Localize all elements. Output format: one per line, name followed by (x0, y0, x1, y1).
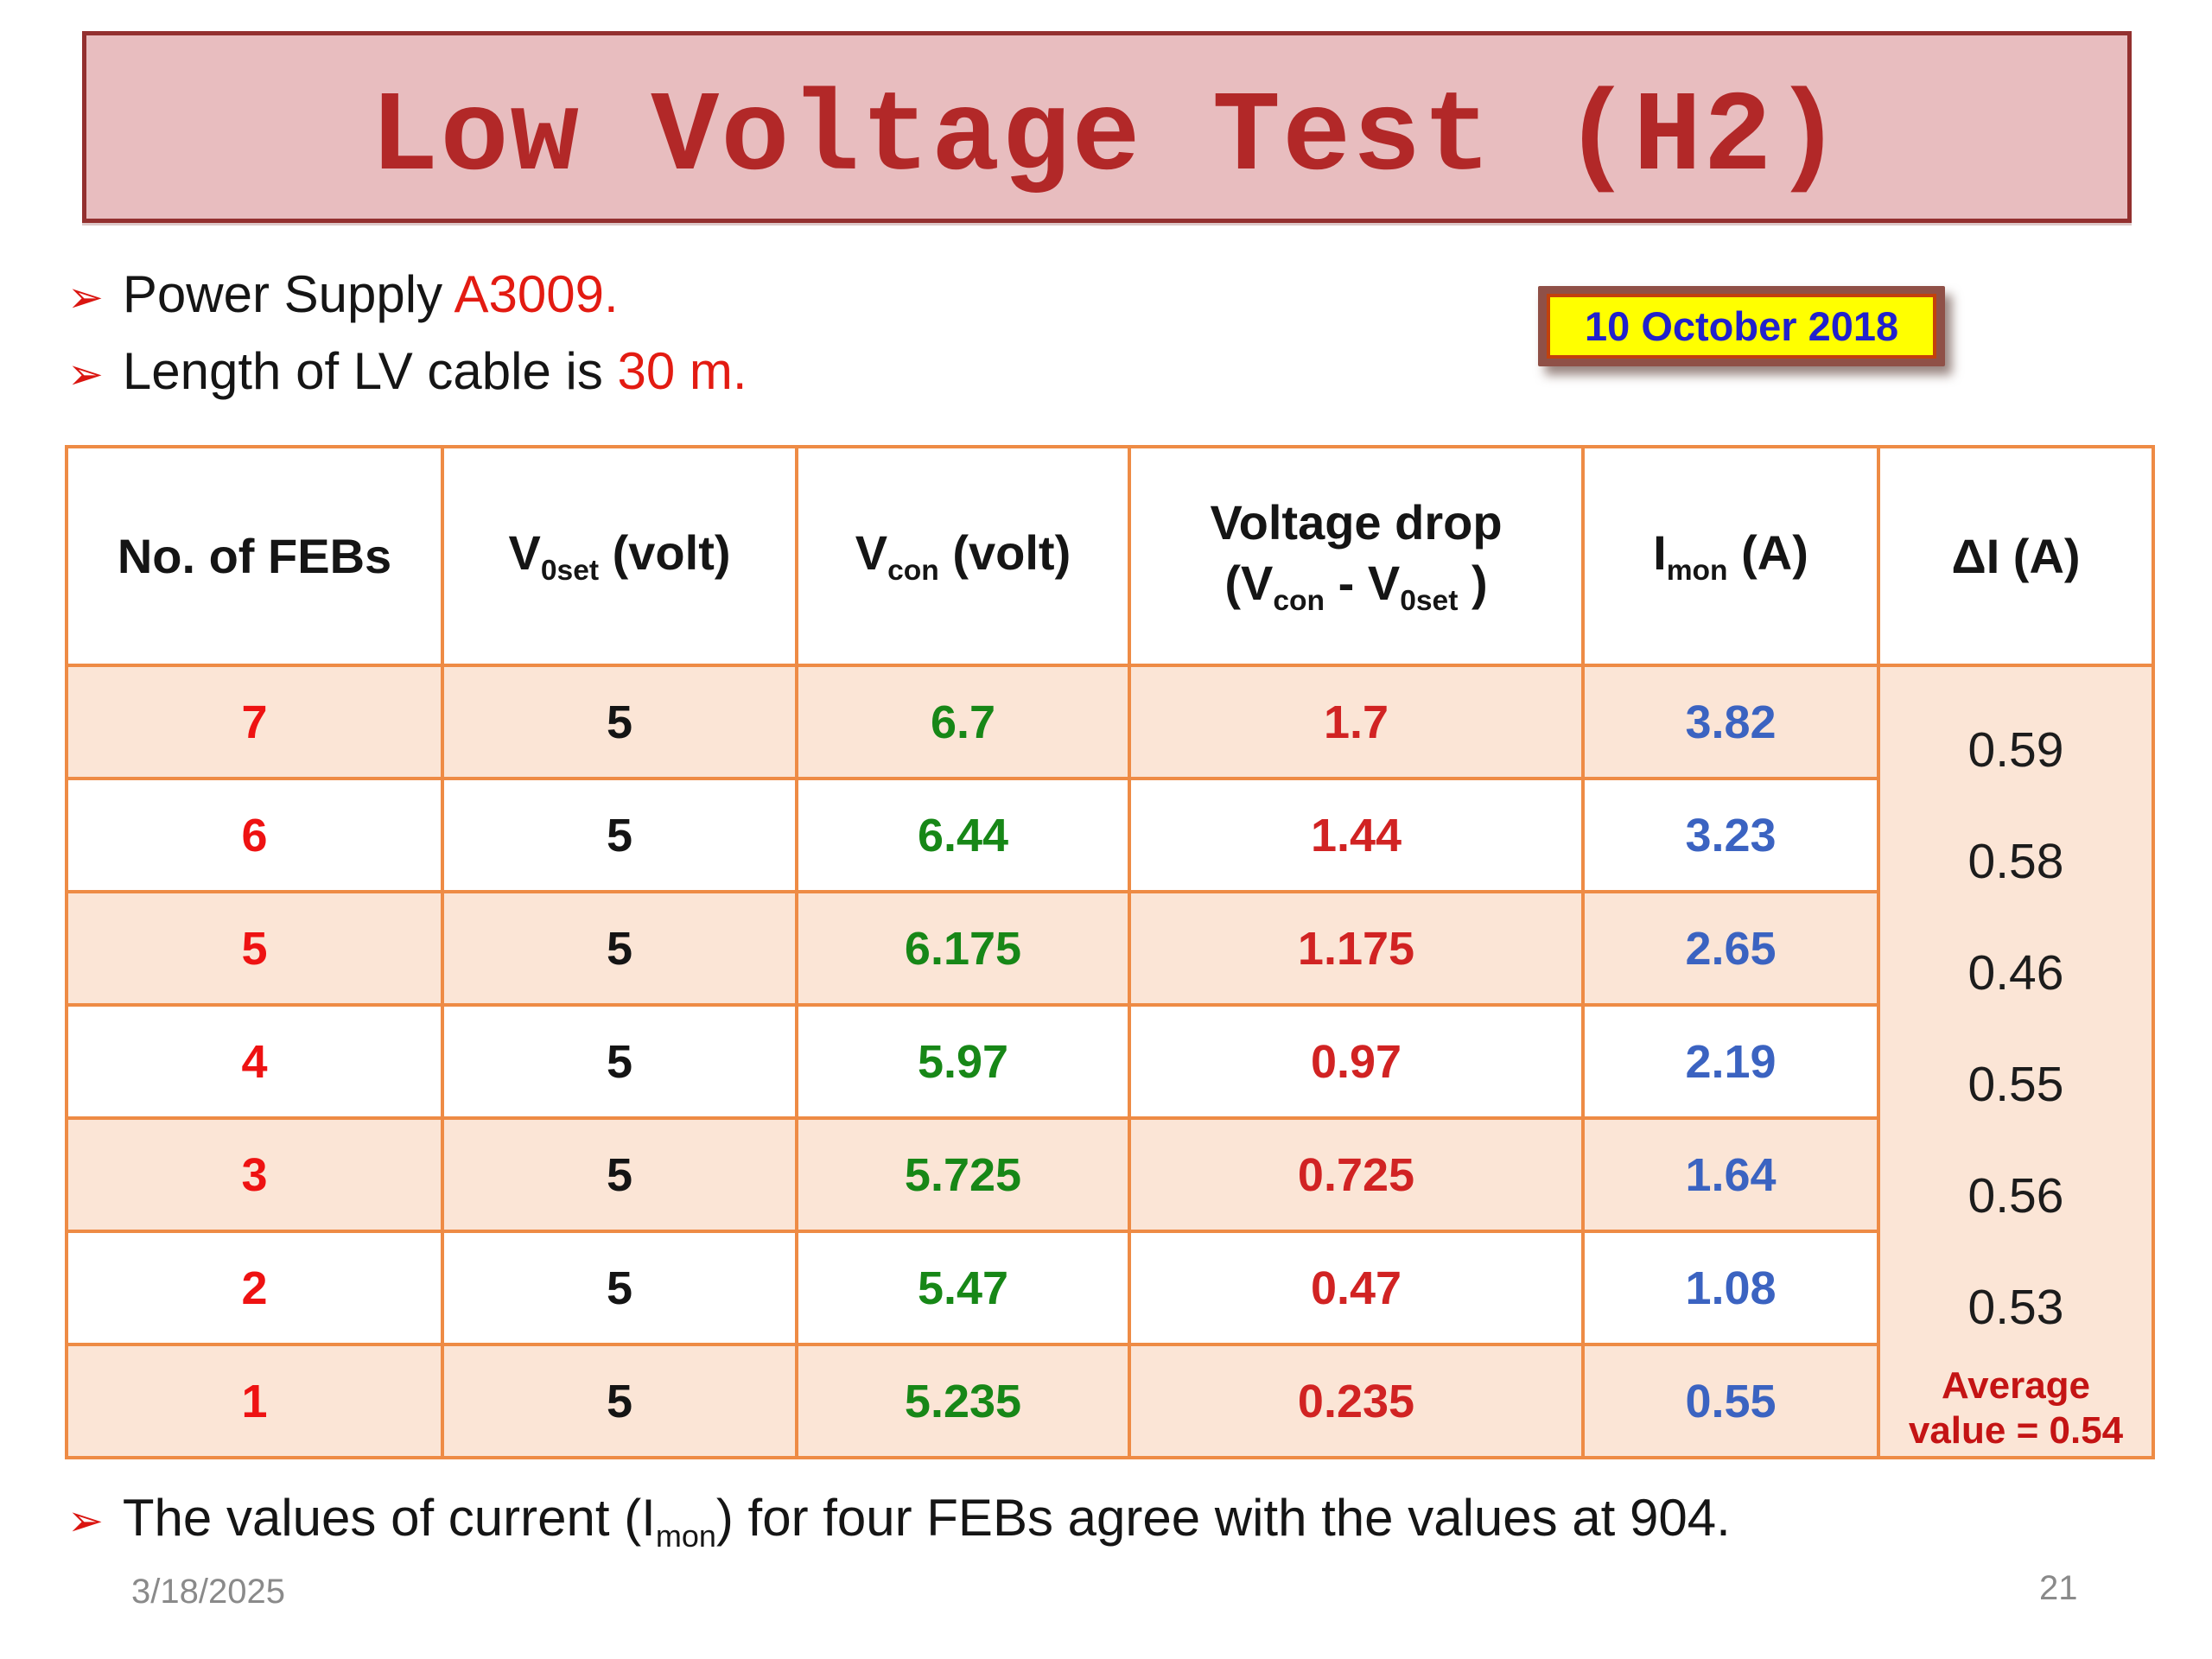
date-badge-text: 10 October 2018 (1547, 294, 1937, 359)
footer-date: 3/18/2025 (131, 1573, 285, 1611)
cell-imon: 1.64 (1581, 1116, 1880, 1233)
delta-i-value: 0.56 (1967, 1168, 2064, 1224)
table-header-row: No. of FEBs V0set (volt) Vcon (volt) Vol… (65, 445, 2155, 667)
bullet-cable-length: ➢ Length of LV cable is 30 m. (67, 334, 747, 411)
cell-v0set: 5 (441, 1230, 798, 1346)
col-header-delta: ΔI (A) (1877, 445, 2155, 667)
cell-febs: 1 (65, 1343, 444, 1459)
conclusion-note: ➢ The values of current (Imon) for four … (67, 1488, 1731, 1554)
lv-test-table: No. of FEBs V0set (volt) Vcon (volt) Vol… (65, 445, 2155, 1459)
cell-vcon: 6.7 (795, 664, 1131, 780)
note-text: The values of current (Imon) for four FE… (122, 1489, 1731, 1554)
delta-i-value: 0.59 (1967, 722, 2064, 779)
cell-vcon: 6.44 (795, 777, 1131, 893)
arrow-bullet-icon: ➢ (67, 1496, 104, 1546)
delta-i-average: Average value = 0.54 (1908, 1363, 2124, 1452)
cell-v0set: 5 (441, 777, 798, 893)
cell-imon: 1.08 (1581, 1230, 1880, 1346)
col-header-febs: No. of FEBs (65, 445, 444, 667)
bullet-text-black: Power Supply (122, 265, 454, 323)
delta-i-values: 0.59 0.58 0.46 0.55 0.56 0.53 (1880, 671, 2152, 1363)
cell-v0set: 5 (441, 890, 798, 1007)
delta-i-value: 0.58 (1967, 834, 2064, 890)
col-header-vcon: Vcon (volt) (795, 445, 1131, 667)
table-row: 3 5 5.725 0.725 1.64 (65, 1116, 2153, 1233)
delta-i-value: 0.55 (1967, 1057, 2064, 1113)
bullet-power-supply: ➢ Power Supply A3009. (67, 257, 747, 334)
cell-imon: 2.19 (1581, 1003, 1880, 1120)
cell-vdrop: 0.725 (1128, 1116, 1585, 1233)
cell-imon: 3.23 (1581, 777, 1880, 893)
cell-vdrop: 0.47 (1128, 1230, 1585, 1346)
delta-i-value: 0.46 (1967, 945, 2064, 1001)
bullet-text-red: A3009. (454, 265, 619, 323)
table-row: 2 5 5.47 0.47 1.08 (65, 1230, 2153, 1346)
col-header-v0set: V0set (volt) (441, 445, 798, 667)
cell-imon: 3.82 (1581, 664, 1880, 780)
col-header-vdrop: Voltage drop (Vcon - V0set ) (1128, 445, 1585, 667)
bullet-text: Length of LV cable is 30 m. (123, 334, 747, 409)
arrow-bullet-icon: ➢ (67, 349, 104, 399)
slide-title-banner: Low Voltage Test (H2) (82, 31, 2132, 223)
cell-vcon: 5.97 (795, 1003, 1131, 1120)
cell-febs: 2 (65, 1230, 444, 1346)
cell-vcon: 6.175 (795, 890, 1131, 1007)
cell-v0set: 5 (441, 1343, 798, 1459)
cell-febs: 5 (65, 890, 444, 1007)
cell-v0set: 5 (441, 1003, 798, 1120)
cell-febs: 6 (65, 777, 444, 893)
cell-vdrop: 0.97 (1128, 1003, 1585, 1120)
cell-vdrop: 1.44 (1128, 777, 1585, 893)
table-row: 7 5 6.7 1.7 3.82 0.59 0.58 0.46 0.55 0.5… (65, 664, 2155, 1459)
cell-vdrop: 0.235 (1128, 1343, 1585, 1459)
bullet-text: Power Supply A3009. (123, 257, 619, 332)
table-row: 4 5 5.97 0.97 2.19 (65, 1003, 2153, 1120)
cell-febs: 7 (65, 664, 444, 780)
delta-i-value: 0.53 (1967, 1280, 2064, 1336)
col-header-imon: Imon (A) (1581, 445, 1880, 667)
cell-vcon: 5.47 (795, 1230, 1131, 1346)
bullet-text-red: 30 m. (617, 342, 747, 400)
table-row: 1 5 5.235 0.235 0.55 (65, 1343, 2153, 1459)
page-number: 21 (2039, 1569, 2078, 1607)
delta-i-merged-cell: 0.59 0.58 0.46 0.55 0.56 0.53 Average va… (1877, 664, 2155, 1459)
cell-v0set: 5 (441, 664, 798, 780)
arrow-bullet-icon: ➢ (67, 272, 104, 322)
cell-febs: 3 (65, 1116, 444, 1233)
bullet-text-black: Length of LV cable is (122, 342, 618, 400)
cell-v0set: 5 (441, 1116, 798, 1233)
cell-febs: 4 (65, 1003, 444, 1120)
cell-imon: 0.55 (1581, 1343, 1880, 1459)
cell-vdrop: 1.175 (1128, 890, 1585, 1007)
slide-title: Low Voltage Test (H2) (370, 73, 1844, 203)
key-points: ➢ Power Supply A3009. ➢ Length of LV cab… (67, 257, 747, 411)
cell-imon: 2.65 (1581, 890, 1880, 1007)
cell-vdrop: 1.7 (1128, 664, 1585, 780)
cell-vcon: 5.235 (795, 1343, 1131, 1459)
table-row: 6 5 6.44 1.44 3.23 (65, 777, 2153, 893)
date-badge: 10 October 2018 (1538, 286, 1946, 366)
table-row: 5 5 6.175 1.175 2.65 (65, 890, 2153, 1007)
cell-vcon: 5.725 (795, 1116, 1131, 1233)
